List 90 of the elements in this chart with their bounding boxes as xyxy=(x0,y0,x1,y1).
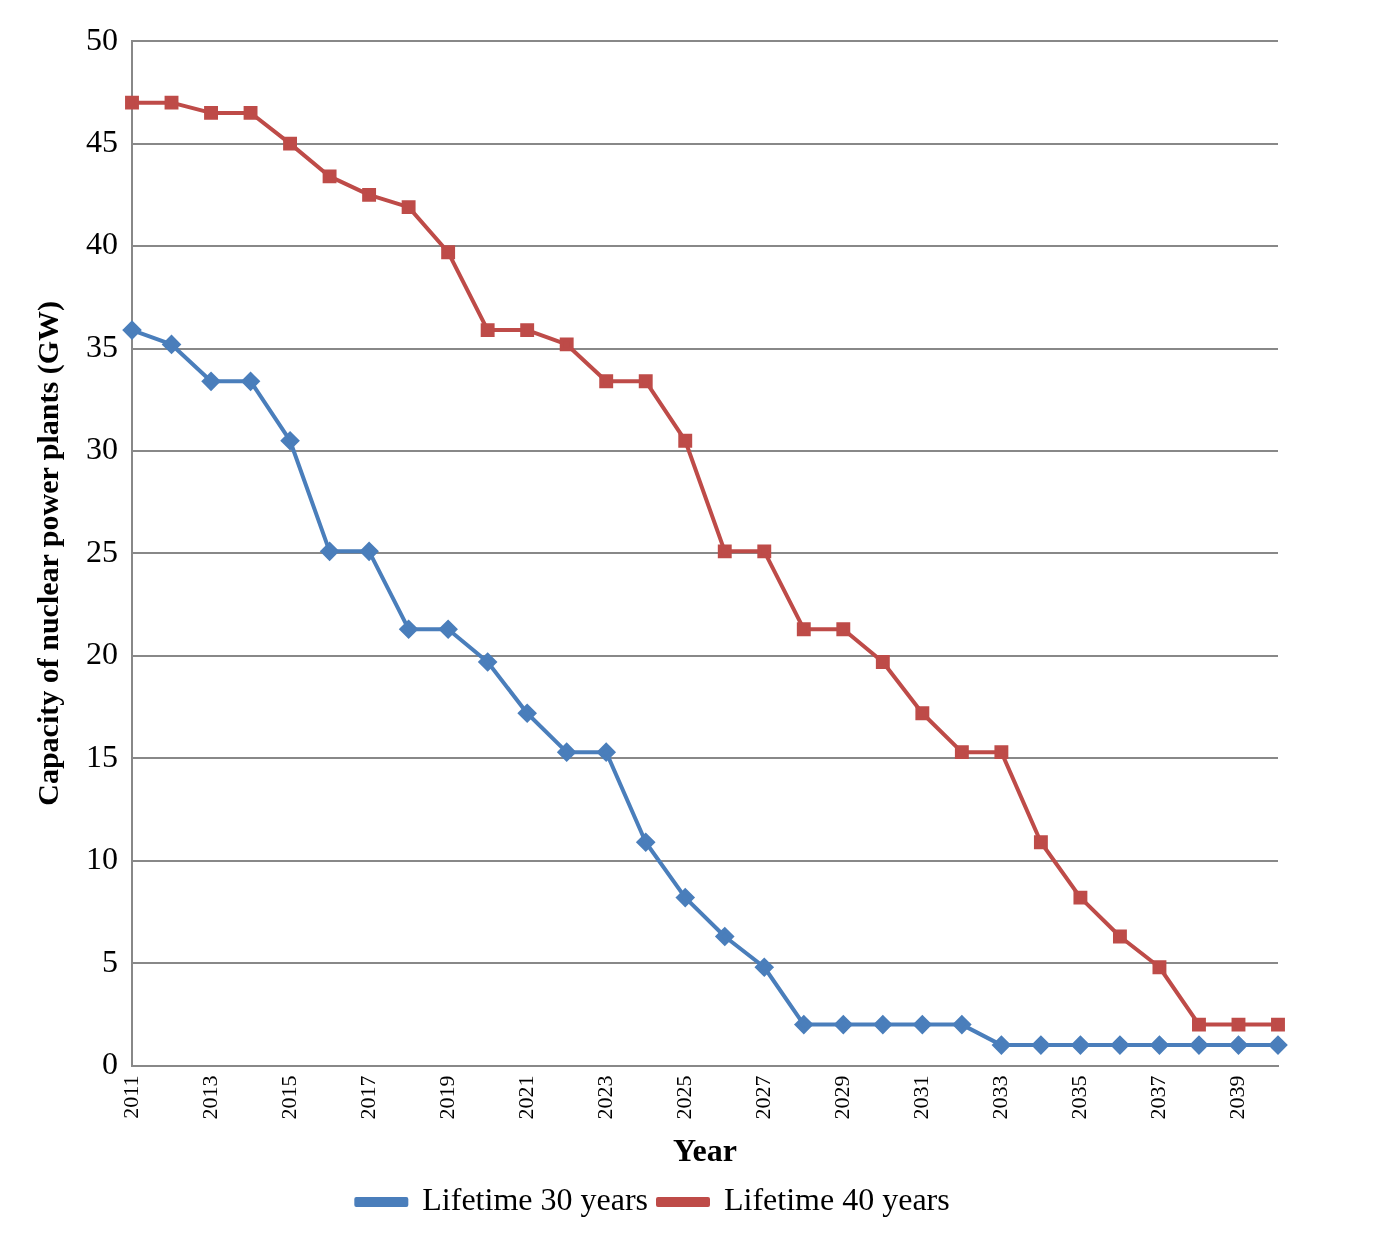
point xyxy=(399,620,418,639)
point xyxy=(557,743,576,762)
y-tick-label: 35 xyxy=(86,327,118,364)
y-tick-label: 0 xyxy=(102,1045,118,1082)
point xyxy=(676,888,695,907)
point xyxy=(204,105,218,120)
point xyxy=(597,743,616,762)
point xyxy=(1110,1036,1129,1055)
point xyxy=(202,372,221,391)
x-tick-label: 2015 xyxy=(275,1075,301,1120)
x-tick-label: 2021 xyxy=(512,1075,538,1120)
point xyxy=(717,544,732,559)
x-axis-title: Year xyxy=(673,1132,737,1169)
point xyxy=(1073,890,1088,905)
y-tick-label: 50 xyxy=(86,20,118,57)
point xyxy=(755,958,774,977)
point xyxy=(599,374,614,389)
x-tick-label: 2025 xyxy=(671,1075,697,1120)
x-tick-label: 2029 xyxy=(829,1075,855,1120)
point xyxy=(636,833,655,852)
point xyxy=(164,95,179,110)
point xyxy=(1269,1036,1287,1055)
point xyxy=(834,1015,853,1034)
point xyxy=(520,323,535,338)
point xyxy=(401,200,416,215)
point xyxy=(915,706,930,721)
point xyxy=(757,544,772,559)
point xyxy=(322,169,337,184)
point xyxy=(441,245,456,260)
x-tick-label: 2019 xyxy=(433,1075,459,1120)
point xyxy=(1229,1036,1248,1055)
y-tick-label: 15 xyxy=(86,737,118,774)
point xyxy=(439,620,458,639)
y-tick-label: 40 xyxy=(86,225,118,262)
x-tick-label: 2033 xyxy=(987,1075,1013,1120)
x-tick-label: 2037 xyxy=(1145,1075,1171,1120)
point xyxy=(243,105,258,120)
point xyxy=(1192,1017,1206,1032)
y-axis-title: Capacity of nuclear power plants (GW) xyxy=(30,301,65,806)
legend-label: Lifetime 30 years xyxy=(422,1181,648,1218)
point xyxy=(638,374,653,389)
point xyxy=(1150,1036,1169,1055)
x-tick-label: 2011 xyxy=(117,1075,143,1119)
point xyxy=(1112,929,1127,944)
x-tick-label: 2027 xyxy=(750,1075,776,1120)
point xyxy=(1033,835,1048,850)
point xyxy=(362,187,377,202)
y-tick-label: 20 xyxy=(86,635,118,672)
y-tick-label: 5 xyxy=(102,942,118,979)
point xyxy=(875,655,890,669)
point xyxy=(1152,960,1167,975)
y-tick-label: 10 xyxy=(86,840,118,877)
point xyxy=(715,927,734,946)
y-tick-label: 45 xyxy=(86,123,118,160)
point xyxy=(836,622,851,637)
y-tick-label: 25 xyxy=(86,532,118,569)
point xyxy=(992,1036,1011,1055)
point xyxy=(360,542,379,561)
x-tick-label: 2031 xyxy=(908,1075,934,1120)
x-tick-label: 2023 xyxy=(591,1075,617,1120)
x-tick-label: 2013 xyxy=(196,1075,222,1120)
point xyxy=(162,335,181,354)
point xyxy=(283,136,298,151)
point xyxy=(241,372,260,391)
point xyxy=(913,1015,932,1034)
point xyxy=(1189,1036,1208,1055)
x-tick-label: 2017 xyxy=(354,1075,380,1120)
point xyxy=(478,652,497,671)
legend-label: Lifetime 40 years xyxy=(724,1181,950,1218)
point xyxy=(480,323,495,338)
point xyxy=(320,542,339,561)
point xyxy=(794,1015,813,1034)
point xyxy=(281,431,300,450)
point xyxy=(1271,1017,1285,1032)
point xyxy=(1031,1036,1050,1055)
point xyxy=(952,1015,971,1034)
y-tick-label: 30 xyxy=(86,430,118,467)
x-tick-label: 2039 xyxy=(1224,1075,1250,1120)
point xyxy=(1231,1017,1246,1032)
point xyxy=(125,95,139,110)
point xyxy=(123,321,141,340)
point xyxy=(994,745,1009,760)
point xyxy=(954,745,969,760)
point xyxy=(873,1015,892,1034)
point xyxy=(559,337,574,352)
point xyxy=(678,433,693,448)
x-tick-label: 2035 xyxy=(1066,1075,1092,1120)
point xyxy=(1071,1036,1090,1055)
point xyxy=(796,622,811,637)
point xyxy=(518,704,537,723)
